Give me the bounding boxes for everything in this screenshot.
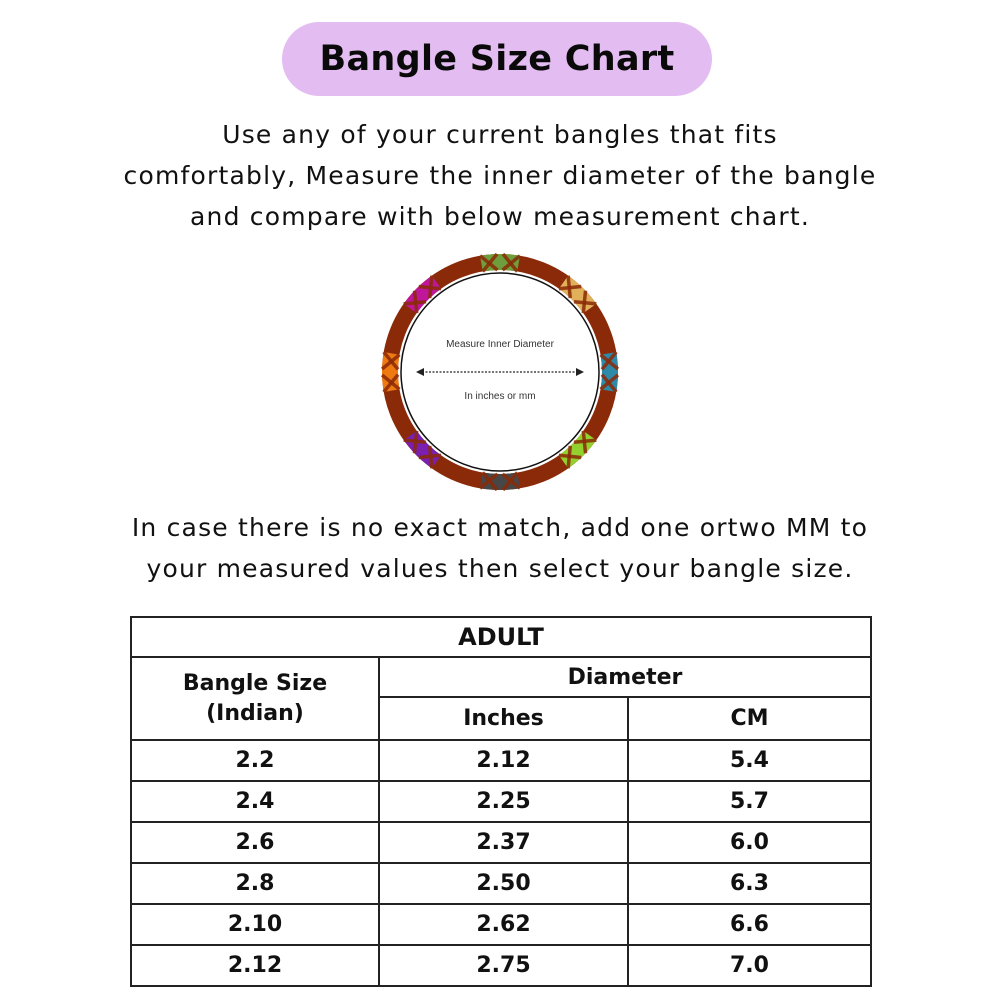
table-row: 2.8 2.50 6.3 bbox=[130, 862, 872, 905]
cell-inches: 2.25 bbox=[378, 780, 629, 823]
table-group-title: ADULT bbox=[130, 616, 872, 658]
intro-line: comfortably, Measure the inner diameter … bbox=[123, 161, 877, 190]
table-row: 2.12 2.75 7.0 bbox=[130, 944, 872, 987]
bangle-accent bbox=[478, 471, 522, 492]
cell-cm: 5.4 bbox=[627, 739, 872, 782]
cell-cm: 6.6 bbox=[627, 903, 872, 946]
bangle-diagram: Measure Inner Diameter In inches or mm bbox=[380, 252, 620, 492]
table-row: 2.10 2.62 6.6 bbox=[130, 903, 872, 946]
page-title: Bangle Size Chart bbox=[319, 39, 675, 79]
header-cm: CM bbox=[627, 696, 872, 741]
cell-size: 2.12 bbox=[130, 944, 380, 987]
header-text: (Indian) bbox=[206, 700, 304, 726]
cell-cm: 6.3 bbox=[627, 862, 872, 905]
header-diameter: Diameter bbox=[378, 656, 872, 698]
cell-cm: 7.0 bbox=[627, 944, 872, 987]
bangle-ring bbox=[380, 252, 620, 492]
bangle-accent bbox=[558, 275, 597, 314]
diagram-label-bottom: In inches or mm bbox=[464, 391, 535, 402]
bangle-accent bbox=[380, 350, 401, 394]
bangle-accent bbox=[403, 275, 442, 314]
intro-line: Use any of your current bangles that fit… bbox=[222, 120, 778, 149]
arrow-left-icon bbox=[416, 368, 424, 376]
cell-size: 2.6 bbox=[130, 821, 380, 864]
header-text: Bangle Size bbox=[182, 670, 328, 696]
table-row: 2.6 2.37 6.0 bbox=[130, 821, 872, 864]
note-line: In case there is no exact match, add one… bbox=[131, 513, 869, 542]
table-row: 2.2 2.12 5.4 bbox=[130, 739, 872, 782]
header-inches: Inches bbox=[378, 696, 629, 741]
header-bangle-size: Bangle Size (Indian) bbox=[130, 656, 380, 741]
cell-inches: 2.62 bbox=[378, 903, 629, 946]
cell-inches: 2.75 bbox=[378, 944, 629, 987]
size-table: ADULT Bangle Size (Indian) Diameter Inch… bbox=[130, 616, 872, 987]
bangle-accent bbox=[403, 430, 442, 469]
cell-cm: 5.7 bbox=[627, 780, 872, 823]
cell-inches: 2.37 bbox=[378, 821, 629, 864]
intro-text: Use any of your current bangles that fit… bbox=[0, 114, 1000, 237]
bangle-accent bbox=[478, 252, 522, 273]
cell-size: 2.10 bbox=[130, 903, 380, 946]
diagram-label-top: Measure Inner Diameter bbox=[446, 339, 554, 350]
cell-cm: 6.0 bbox=[627, 821, 872, 864]
cell-inches: 2.12 bbox=[378, 739, 629, 782]
title-banner: Bangle Size Chart bbox=[282, 22, 712, 96]
cell-size: 2.4 bbox=[130, 780, 380, 823]
note-text: In case there is no exact match, add one… bbox=[0, 507, 1000, 589]
intro-line: and compare with below measurement chart… bbox=[190, 202, 810, 231]
note-line: your measured values then select your ba… bbox=[146, 554, 854, 583]
table-row: 2.4 2.25 5.7 bbox=[130, 780, 872, 823]
bangle-accent bbox=[558, 430, 597, 469]
arrow-right-icon bbox=[576, 368, 584, 376]
cell-size: 2.2 bbox=[130, 739, 380, 782]
bangle-accent bbox=[599, 350, 620, 394]
cell-size: 2.8 bbox=[130, 862, 380, 905]
cell-inches: 2.50 bbox=[378, 862, 629, 905]
